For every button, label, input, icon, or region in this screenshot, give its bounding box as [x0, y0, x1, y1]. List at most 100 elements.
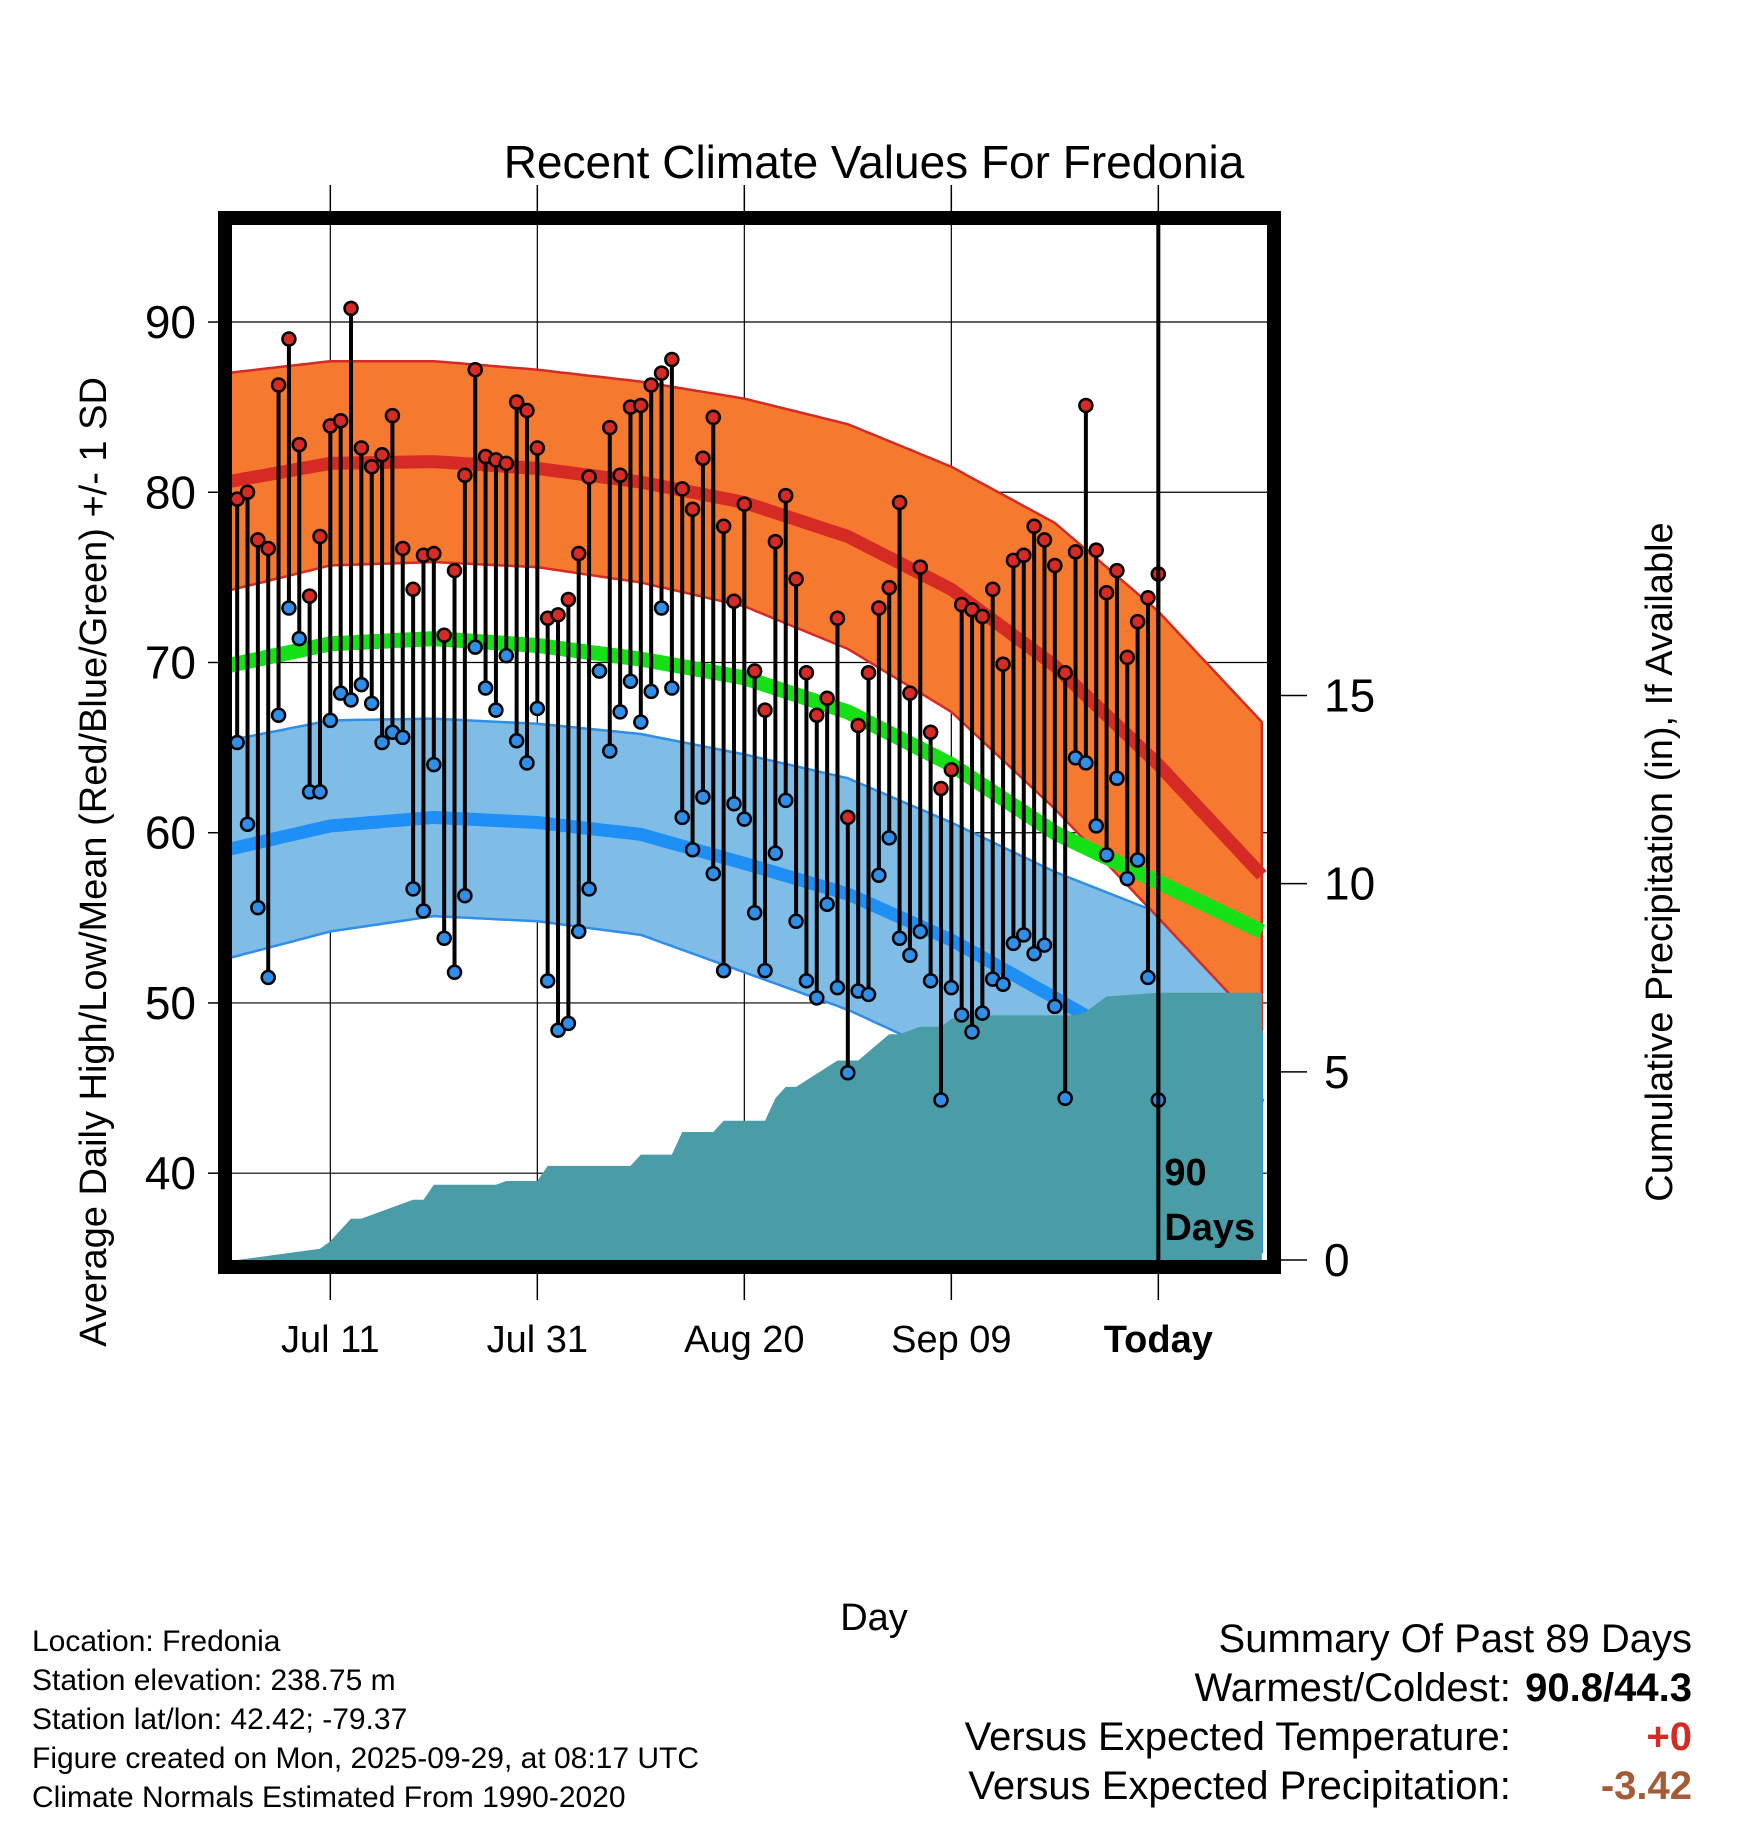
daily-high-point	[746, 663, 763, 679]
daily-low-point	[395, 729, 411, 746]
location-text: Location: Fredonia	[32, 1625, 281, 1658]
daily-low-point	[1078, 755, 1094, 771]
precip-label: Versus Expected Precipitation:	[968, 1764, 1511, 1808]
daily-high-point	[250, 532, 266, 548]
daily-high-point	[902, 685, 918, 701]
daily-high-point	[581, 469, 597, 485]
daily-high-point	[570, 545, 587, 562]
daily-high-point	[1047, 557, 1063, 574]
period-label-days: Days	[1164, 1207, 1255, 1249]
right-tick-label: 5	[1324, 1046, 1350, 1098]
daily-low-point	[622, 673, 639, 689]
daily-low-point	[860, 986, 877, 1003]
latlon-text: Station lat/lon: 42.42; -79.37	[32, 1703, 408, 1736]
daily-high-point	[374, 447, 390, 463]
period-label-number: 90	[1164, 1152, 1206, 1194]
daily-low-point	[591, 663, 608, 679]
daily-high-point	[1067, 544, 1084, 560]
daily-high-point	[695, 450, 711, 466]
daily-high-point	[384, 407, 401, 424]
daily-low-point	[539, 973, 556, 989]
daily-high-point	[1078, 397, 1094, 414]
daily-high-point	[291, 436, 308, 453]
daily-low-point	[767, 845, 784, 861]
daily-low-point	[922, 973, 939, 989]
daily-high-point	[829, 610, 846, 626]
daily-low-point	[777, 792, 794, 809]
daily-low-point	[498, 647, 515, 664]
daily-low-point	[715, 962, 732, 979]
daily-low-point	[1098, 847, 1115, 863]
daily-low-point	[943, 979, 960, 996]
x-axis-label: Day	[840, 1597, 908, 1639]
daily-high-point	[353, 440, 370, 456]
right-tick-label: 15	[1324, 669, 1375, 721]
summary-title: Summary Of Past 89 Days	[1218, 1617, 1692, 1661]
daily-low-point	[1036, 937, 1053, 953]
left-tick-label: 40	[145, 1147, 196, 1199]
daily-low-point	[457, 887, 473, 904]
daily-low-point	[674, 809, 690, 826]
daily-high-point	[1057, 664, 1073, 681]
daily-high-point	[777, 487, 794, 504]
summary-panel: Summary Of Past 89 Days Warmest/Coldest:…	[965, 1615, 1692, 1811]
daily-high-point	[405, 581, 421, 598]
daily-low-point	[363, 695, 380, 712]
daily-low-point	[281, 600, 297, 616]
daily-high-point	[508, 394, 525, 410]
daily-high-point	[281, 331, 297, 347]
right-tick-label: 0	[1324, 1234, 1350, 1286]
daily-low-point	[239, 816, 256, 832]
daily-high-point	[798, 664, 815, 681]
cumulative-precip-area	[237, 992, 1262, 1260]
daily-high-point	[705, 409, 722, 426]
daily-low-point	[871, 867, 887, 884]
daily-low-point	[798, 973, 815, 989]
daily-high-point	[726, 593, 742, 609]
daily-high-point	[1109, 562, 1125, 579]
daily-low-point	[332, 685, 349, 701]
daily-high-point	[684, 501, 701, 518]
daily-high-point	[498, 455, 515, 472]
daily-low-point	[1129, 852, 1146, 868]
daily-high-point	[674, 481, 690, 497]
daily-high-point	[840, 809, 856, 826]
daily-low-point	[964, 1024, 980, 1040]
daily-low-point	[1109, 770, 1125, 786]
daily-low-point	[250, 899, 266, 916]
daily-low-point	[612, 704, 628, 720]
normals-text: Climate Normals Estimated From 1990-2020	[32, 1781, 626, 1814]
y-axis-label-left: Average Daily High/Low/Mean (Red/Blue/Gr…	[73, 377, 115, 1347]
daily-high-point	[1016, 547, 1032, 563]
daily-high-point	[653, 365, 670, 381]
daily-high-point	[332, 413, 349, 429]
daily-high-point	[1036, 532, 1053, 548]
daily-low-point	[1047, 998, 1063, 1015]
daily-high-point	[757, 702, 773, 718]
daily-high-point	[1098, 584, 1115, 601]
daily-low-point	[933, 1092, 949, 1108]
daily-high-point	[467, 361, 483, 378]
daily-low-point	[270, 707, 287, 724]
created-text: Figure created on Mon, 2025-09-29, at 08…	[32, 1742, 700, 1775]
left-tick-label: 80	[145, 466, 196, 518]
chart-title: Recent Climate Values For Fredonia	[504, 136, 1245, 188]
daily-low-point	[995, 976, 1011, 992]
daily-high-point	[560, 591, 577, 608]
left-tick-label: 60	[145, 807, 196, 859]
daily-low-point	[1088, 818, 1104, 834]
daily-low-point	[436, 930, 452, 947]
daily-high-point	[446, 562, 463, 579]
daily-low-point	[953, 1007, 970, 1023]
precip-value: -3.42	[1600, 1764, 1692, 1808]
daily-high-point	[1119, 649, 1136, 666]
daily-high-point	[943, 761, 960, 778]
daily-high-point	[964, 601, 980, 618]
daily-high-point	[715, 518, 732, 535]
daily-high-point	[809, 707, 825, 724]
daily-low-point	[467, 639, 483, 655]
daily-high-point	[1129, 613, 1146, 630]
daily-low-point	[788, 913, 804, 929]
daily-high-point	[984, 581, 1001, 598]
